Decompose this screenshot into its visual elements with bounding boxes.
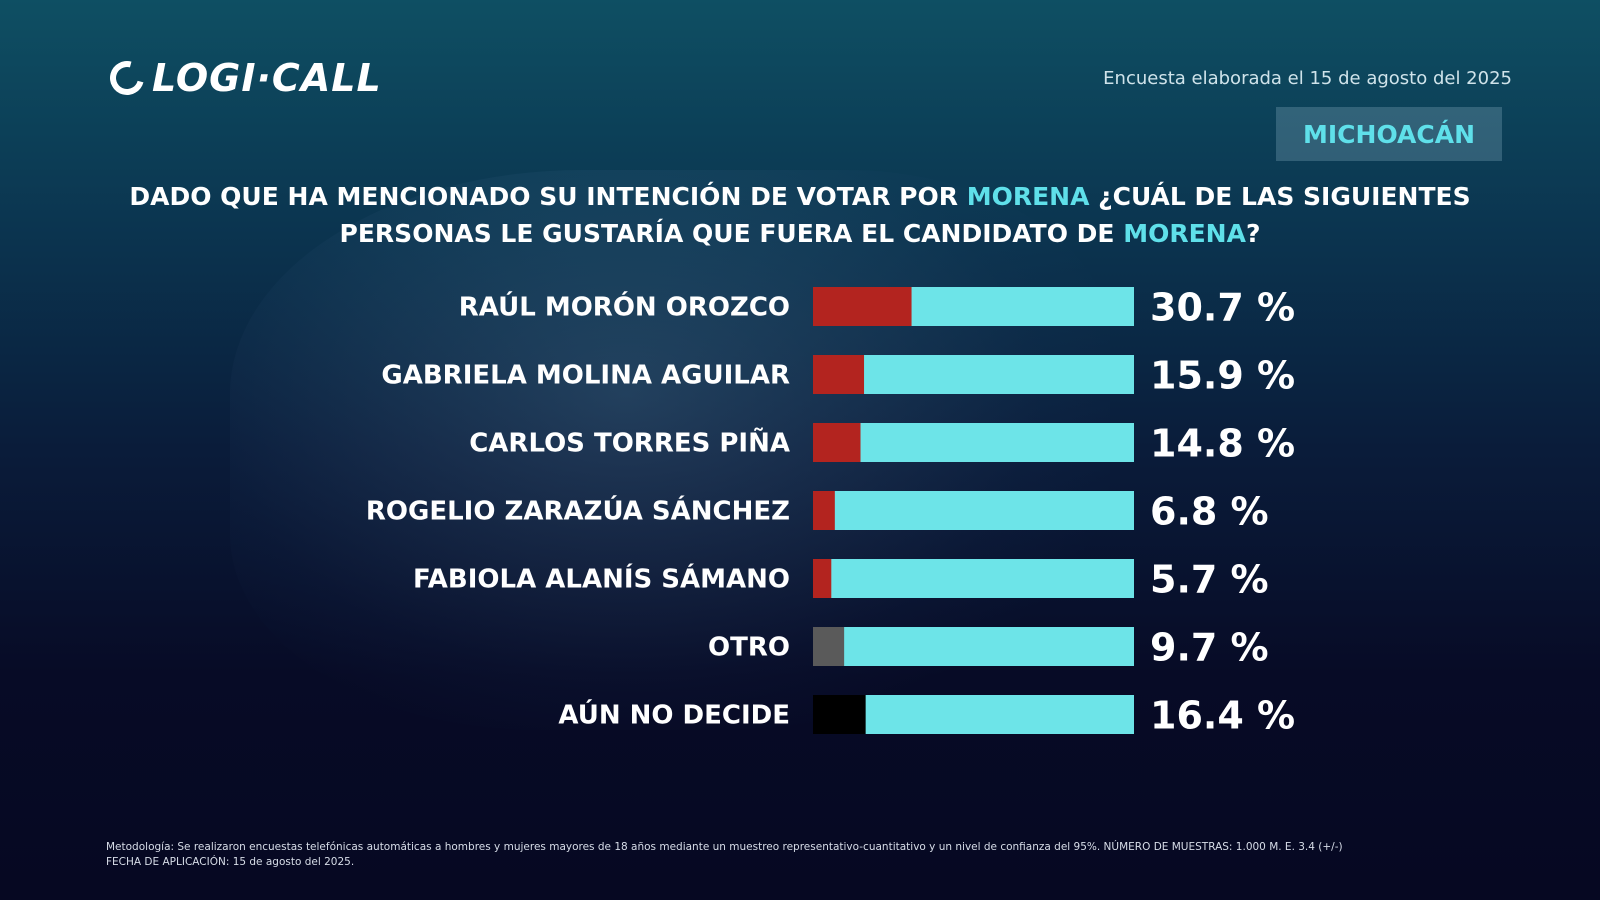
value-label: 14.8 %: [1150, 422, 1295, 466]
bar: [813, 559, 832, 598]
bar-track: [813, 355, 1134, 394]
category-label: AÚN NO DECIDE: [558, 699, 790, 731]
bar: [813, 423, 861, 462]
survey-date: Encuesta elaborada el 15 de agosto del 2…: [1103, 68, 1512, 89]
application-date-line: FECHA DE APLICACIÓN: 15 de agosto del 20…: [106, 856, 355, 868]
category-label: GABRIELA MOLINA AGUILAR: [381, 361, 790, 391]
region-badge: MICHOACÁN: [1276, 107, 1502, 161]
bar-track: [813, 559, 1134, 598]
logo-text: LOGI·CALL: [152, 56, 382, 100]
bar-track: [813, 627, 1134, 666]
logo: LOGI·CALL: [103, 54, 382, 102]
methodology-line: Metodología: Se realizaron encuestas tel…: [106, 841, 1343, 853]
title-text: ¿CUÁL DE LAS SIGUIENTES PERSONAS LE GUST…: [339, 182, 1471, 248]
title-highlight: MORENA: [966, 182, 1090, 211]
bar: [813, 287, 912, 326]
bar-track: [813, 423, 1134, 462]
bar: [813, 491, 835, 530]
chart-title: DADO QUE HA MENCIONADO SU INTENCIÓN DE V…: [80, 178, 1520, 252]
value-label: 5.7 %: [1150, 558, 1269, 602]
bar: [813, 355, 865, 394]
bar-track: [813, 491, 1134, 530]
title-text: DADO QUE HA MENCIONADO SU INTENCIÓN DE V…: [129, 182, 967, 211]
bar: [813, 695, 866, 734]
bar: [813, 627, 845, 666]
category-label: OTRO: [708, 633, 790, 663]
title-text: ?: [1245, 219, 1261, 248]
value-label: 9.7 %: [1150, 626, 1269, 670]
category-label: RAÚL MORÓN OROZCO: [459, 291, 790, 323]
bar-track: [813, 695, 1134, 734]
value-label: 30.7 %: [1150, 286, 1295, 330]
value-label: 15.9 %: [1150, 354, 1295, 398]
title-highlight: MORENA: [1123, 219, 1246, 248]
category-label: ROGELIO ZARAZÚA SÁNCHEZ: [366, 495, 790, 527]
value-label: 16.4 %: [1150, 694, 1295, 738]
value-label: 6.8 %: [1150, 490, 1269, 534]
category-label: CARLOS TORRES PIÑA: [469, 427, 790, 459]
methodology-note: Metodología: Se realizaron encuestas tel…: [106, 840, 1506, 870]
category-label: FABIOLA ALANÍS SÁMANO: [413, 563, 790, 595]
